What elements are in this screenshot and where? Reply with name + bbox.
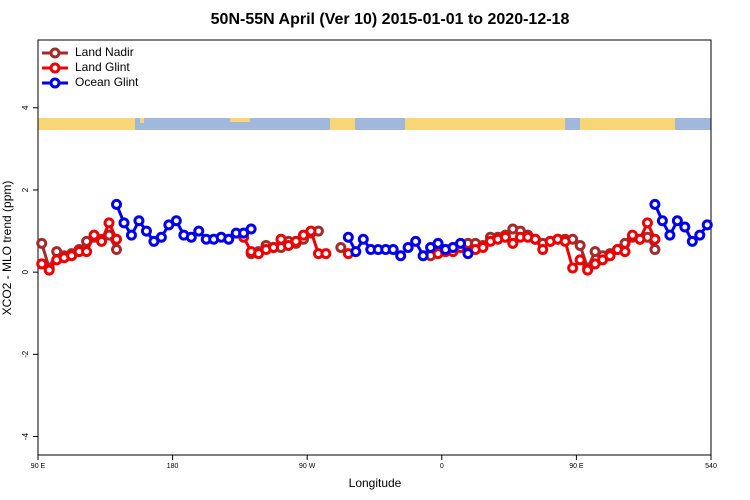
point bbox=[701, 219, 713, 231]
point bbox=[679, 221, 691, 233]
point bbox=[574, 239, 586, 251]
point bbox=[88, 229, 100, 241]
point bbox=[245, 223, 257, 235]
point bbox=[402, 242, 414, 253]
point bbox=[81, 246, 93, 258]
x-tick-label: 90 E bbox=[31, 463, 46, 470]
point bbox=[634, 233, 646, 245]
point bbox=[686, 235, 698, 247]
point bbox=[604, 250, 616, 262]
y-tick-label: -2 bbox=[21, 350, 30, 358]
point bbox=[111, 244, 123, 256]
point bbox=[387, 244, 399, 256]
point bbox=[507, 237, 519, 249]
y-axis-label: XCO2 - MLO trend (ppm) bbox=[0, 181, 14, 316]
point bbox=[335, 242, 347, 253]
land-ocean-strip bbox=[38, 118, 711, 130]
point bbox=[185, 231, 197, 243]
point bbox=[582, 264, 594, 276]
point bbox=[170, 215, 182, 227]
point bbox=[649, 244, 661, 256]
point bbox=[36, 237, 48, 249]
point bbox=[694, 229, 706, 241]
x-tick-label: 540 bbox=[705, 463, 717, 470]
point bbox=[350, 246, 362, 258]
point bbox=[574, 254, 586, 266]
point bbox=[664, 229, 676, 241]
x-tick-label: 90 E bbox=[569, 463, 584, 470]
legend-marker bbox=[49, 77, 61, 89]
legend-label: Ocean Glint bbox=[75, 75, 139, 89]
x-tick-label: 90 W bbox=[299, 463, 316, 470]
point bbox=[499, 231, 511, 243]
point bbox=[410, 235, 422, 247]
point bbox=[223, 233, 235, 245]
point bbox=[43, 264, 55, 276]
point bbox=[320, 248, 332, 260]
plot-frame bbox=[37, 39, 712, 456]
point bbox=[193, 225, 205, 237]
point bbox=[529, 233, 541, 245]
point bbox=[342, 231, 354, 243]
y-tick-label: 0 bbox=[21, 269, 30, 274]
x-tick-label: 0 bbox=[440, 463, 444, 470]
point bbox=[118, 217, 130, 229]
point bbox=[290, 235, 302, 247]
point bbox=[454, 237, 466, 249]
point bbox=[432, 237, 444, 249]
point bbox=[305, 225, 317, 237]
point bbox=[462, 248, 474, 260]
y-tick-label: -4 bbox=[21, 432, 30, 440]
legend-label: Land Glint bbox=[75, 60, 130, 74]
y-tick-label: 2 bbox=[21, 187, 30, 192]
point bbox=[36, 258, 48, 270]
point bbox=[140, 225, 152, 237]
legend-label: Land Nadir bbox=[75, 45, 134, 59]
point bbox=[268, 242, 280, 253]
point bbox=[671, 215, 683, 227]
x-tick-label: 180 bbox=[167, 463, 179, 470]
point bbox=[395, 250, 407, 262]
point bbox=[96, 235, 108, 247]
point bbox=[649, 198, 661, 210]
point bbox=[103, 217, 115, 229]
point bbox=[111, 233, 123, 245]
point bbox=[619, 246, 631, 258]
y-tick-label: 4 bbox=[21, 105, 30, 110]
chart-title: 50N-55N April (Ver 10) 2015-01-01 to 202… bbox=[211, 11, 570, 28]
point bbox=[567, 262, 579, 274]
point bbox=[275, 233, 287, 245]
point bbox=[641, 217, 653, 229]
legend-marker bbox=[49, 62, 61, 74]
point bbox=[656, 215, 668, 227]
x-axis-label: Longitude bbox=[349, 476, 402, 490]
point bbox=[111, 198, 123, 210]
point bbox=[537, 244, 549, 256]
point bbox=[125, 229, 137, 241]
point bbox=[559, 235, 571, 247]
point bbox=[155, 231, 167, 243]
point bbox=[477, 242, 489, 253]
point bbox=[649, 233, 661, 245]
point bbox=[357, 233, 369, 245]
legend-marker bbox=[49, 47, 61, 59]
point bbox=[133, 215, 145, 227]
point bbox=[417, 250, 429, 262]
